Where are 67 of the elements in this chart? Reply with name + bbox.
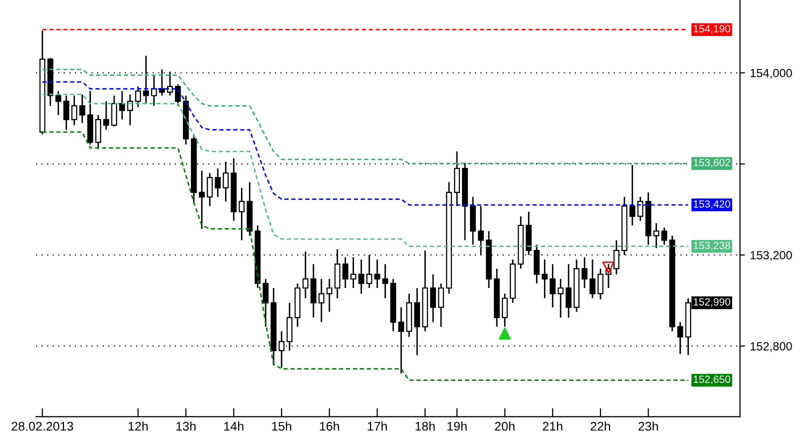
candlestick [206, 172, 213, 207]
candlestick [198, 170, 205, 230]
candlestick [151, 74, 157, 107]
candlestick [558, 278, 564, 318]
candlestick [629, 164, 636, 226]
candlestick [342, 256, 348, 289]
candlestick [119, 90, 126, 120]
candlestick [326, 278, 332, 313]
candlestick [135, 86, 141, 108]
candlestick [79, 94, 86, 124]
candlestick [566, 263, 572, 318]
candlestick [55, 90, 62, 116]
data-label: 153,602 [694, 158, 730, 168]
x-tick-label: 21h [542, 422, 562, 431]
candlestick [174, 84, 181, 107]
data-label: 152,650 [694, 376, 730, 384]
candlestick [111, 94, 118, 128]
line-series [42, 94, 689, 248]
y-tick-label: 153,200 [750, 251, 792, 261]
x-tick-label: 22h [590, 422, 610, 431]
x-tick-label: 16h [320, 422, 340, 431]
candlestick [262, 278, 269, 328]
x-tick-label: 14h [224, 422, 244, 431]
y-tick-label: 154,000 [750, 68, 792, 79]
candlestick [637, 196, 644, 222]
text: 152,990 [694, 298, 730, 307]
candlestick [502, 293, 508, 328]
candlestick [103, 100, 110, 130]
x-tick-label: 15h [272, 422, 292, 431]
candlestick [214, 168, 221, 198]
candlestick [582, 256, 588, 289]
candlestick [63, 94, 70, 130]
candlestick [222, 160, 229, 202]
candlestick [127, 94, 134, 126]
candlestick [430, 274, 436, 323]
candlestick [358, 258, 364, 294]
x-tick-label: 17h [368, 422, 387, 431]
x-tick-label: 12h [128, 422, 148, 431]
data-label: 153,238 [694, 242, 730, 250]
line-series [42, 131, 689, 381]
candlestick [598, 268, 604, 300]
candlestick [382, 263, 388, 299]
candlestick [310, 263, 316, 318]
candlestick [238, 187, 245, 241]
candlestick [661, 226, 668, 246]
candlestick [71, 94, 78, 126]
candlestick [550, 263, 556, 308]
candlestick [350, 256, 356, 289]
x-tick-label: 23h [638, 422, 658, 431]
data-label: 154,190 [694, 25, 730, 34]
candlestick [318, 278, 324, 323]
x-tick-label: 19h [447, 422, 467, 431]
x-tick-label: 28.02.2013 [12, 422, 74, 431]
candlestick [534, 244, 540, 284]
x-tick-label: 13h [176, 422, 196, 431]
candlestick [374, 258, 380, 289]
candlestick [166, 71, 173, 96]
candlestick [653, 222, 660, 249]
candlestick [590, 258, 596, 299]
candlestick [438, 282, 444, 328]
candlestick [95, 114, 102, 150]
data-label: 153,420 [694, 200, 730, 209]
y-tick-label: 152,800 [750, 342, 792, 352]
x-tick-label: 20h [495, 422, 514, 431]
line-series [42, 68, 689, 164]
candlestick [542, 258, 548, 299]
x-tick-label: 18h [416, 422, 435, 431]
